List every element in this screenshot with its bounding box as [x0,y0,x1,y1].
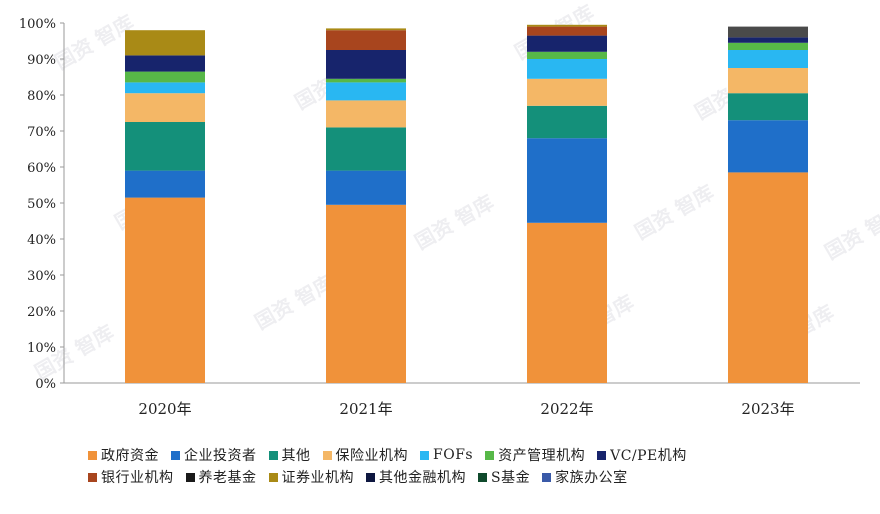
legend-swatch [597,450,607,460]
y-tick-label: 50% [27,197,56,212]
legend-label: 银行业机构 [101,470,174,486]
y-tick-label: 80% [27,89,56,104]
legend-swatch [268,450,278,460]
legend-swatch [88,450,97,460]
bar-segment [728,50,808,68]
bar-segment [728,93,808,121]
watermark-mark: 国资 智库 [411,190,498,254]
legend-label: 养老基金 [198,470,257,486]
y-tick-label: 70% [27,125,56,140]
bar-segment [527,59,607,79]
x-tick-label: 2023年 [741,400,794,418]
x-tick-label: 2021年 [339,400,392,418]
bar-segment [527,24,607,27]
bar-segment [728,37,808,43]
legend-label: FOFs [433,447,474,463]
x-tick-label: 2022年 [540,400,593,418]
legend-swatch [88,472,97,482]
legend-swatch [185,472,195,482]
legend-label: 保险业机构 [335,448,408,464]
y-tick-label: 20% [27,305,56,320]
bar-segment [125,122,205,171]
y-tick-label: 60% [27,161,56,176]
y-tick-label: 90% [27,53,56,68]
bar-segment [125,93,205,122]
legend-label: 其他 [281,448,311,464]
watermark-mark: 国资 智库 [821,200,880,264]
bar-segment [527,105,607,139]
legend-item: 保险业机构 [322,445,409,465]
legend-item: 家族办公室 [542,467,628,487]
bar-segment [125,30,205,56]
y-tick-label: 0% [35,377,56,392]
bar-segment [527,78,607,106]
legend-item: S基金 [478,467,530,487]
bar-segment [728,42,808,50]
legend-item: 银行业机构 [88,467,174,487]
bar-segment [728,172,808,383]
legend-label: 家族办公室 [555,470,628,486]
legend-item: 政府资金 [88,445,159,465]
legend: 政府资金 企业投资者 其他 保险业机构 FOFs 资产管理机构 VC/PE机构银行业机构 养老… [88,444,848,488]
y-tick-label: 10% [27,341,56,356]
bar-segment [326,50,406,79]
watermark-mark: 国资 智库 [251,270,338,334]
legend-swatch [485,450,495,460]
legend-row: 银行业机构 养老基金 证券业机构 其他金融机构 S基金 家族办公室 [88,466,848,488]
watermark-mark: 国资 智库 [631,180,718,244]
bar-segment [125,170,205,198]
bar-segment [728,68,808,94]
bar-segment [527,222,607,383]
bar-segment [326,30,406,50]
bar-segment [326,28,406,31]
legend-swatch [322,450,332,460]
bar-segment [527,26,607,36]
legend-item: FOFs [420,447,473,463]
legend-item: 其他 [268,445,311,465]
x-tick-label: 2020年 [138,400,191,418]
bar-segment [728,26,808,38]
bar-segment [326,78,406,83]
legend-item: 资产管理机构 [485,445,585,465]
bar-segment [326,170,406,205]
legend-swatch [542,472,552,482]
legend-item: 企业投资者 [171,445,257,465]
y-tick-label: 40% [27,233,56,248]
bar-segment [527,35,607,52]
legend-label: 政府资金 [101,448,159,464]
legend-swatch [268,472,278,482]
bar-segment [125,71,205,83]
legend-label: 证券业机构 [281,470,354,486]
x-axis-labels: 2020年 2021年 2022年 2023年 [138,400,794,418]
y-tick-label: 100% [19,17,56,32]
legend-swatch [478,472,487,482]
legend-item: 其他金融机构 [366,467,466,487]
bar-segment [326,127,406,171]
legend-label: 资产管理机构 [498,448,586,464]
legend-label: S基金 [491,470,531,486]
legend-label: 企业投资者 [184,448,257,464]
bar-segment [527,138,607,223]
bar-segment [728,120,808,173]
bar-segment [125,82,205,94]
legend-item: 证券业机构 [268,467,355,487]
legend-label: 其他金融机构 [379,470,466,486]
legend-row: 政府资金 企业投资者 其他 保险业机构 FOFs 资产管理机构 VC/PE机构 [88,444,848,466]
bar-segment [125,197,205,383]
legend-item: 养老基金 [185,467,257,487]
legend-label: VC/PE机构 [610,448,687,464]
bars [125,24,808,383]
bar-segment [326,204,406,383]
legend-swatch [171,450,180,460]
legend-swatch [420,450,429,460]
legend-swatch [366,472,375,482]
bar-segment [125,55,205,72]
bar-segment [527,51,607,59]
legend-item: VC/PE机构 [597,445,687,465]
bar-segment [326,82,406,101]
y-tick-label: 30% [27,269,56,284]
bar-segment [326,100,406,128]
